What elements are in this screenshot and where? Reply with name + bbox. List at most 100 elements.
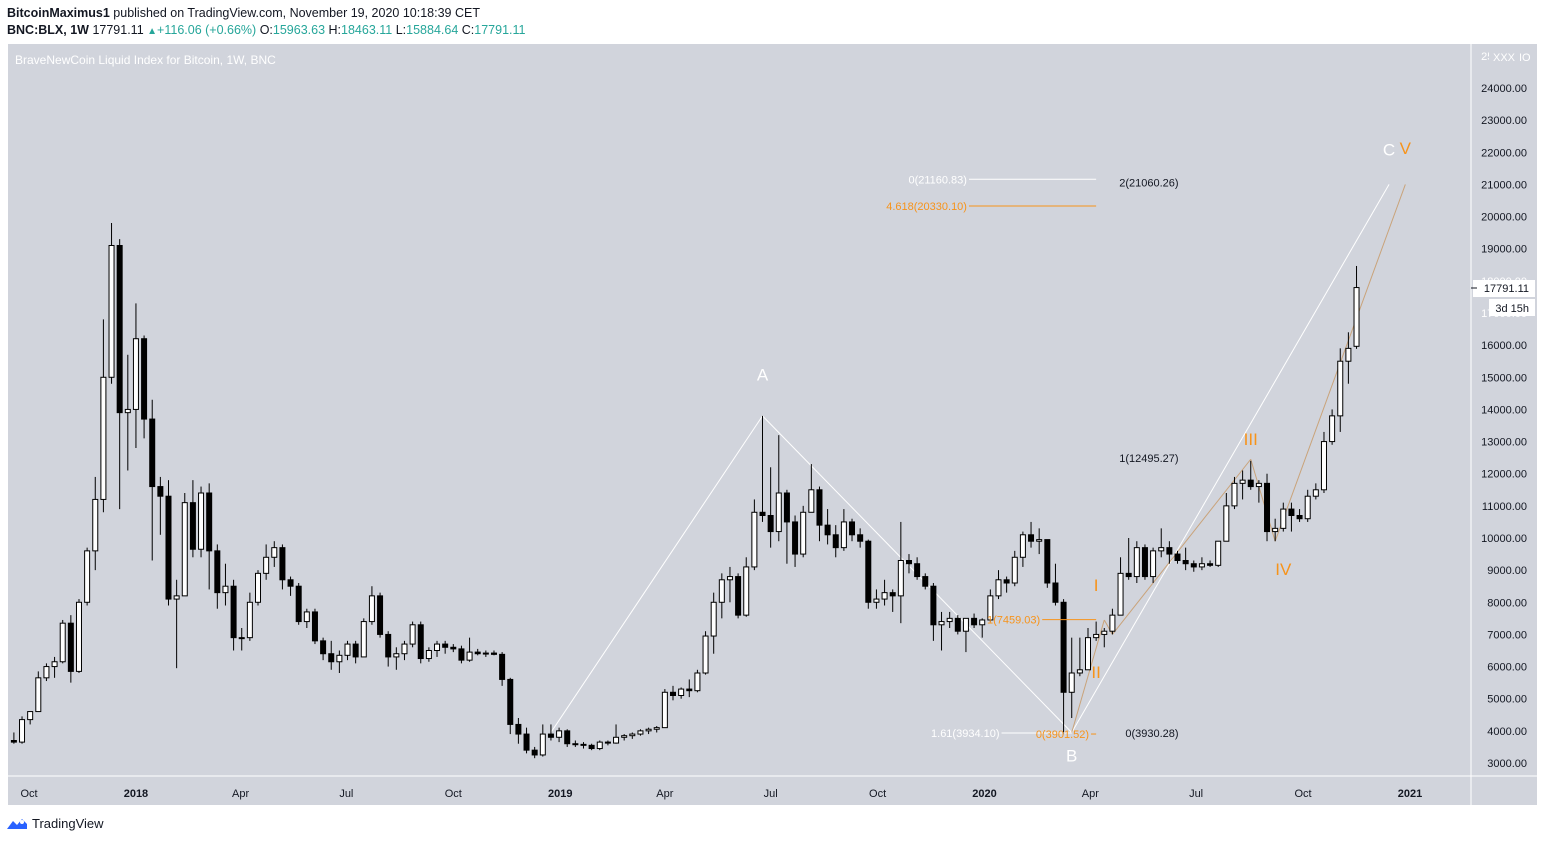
chart-title: BraveNewCoin Liquid Index for Bitcoin, 1… [15, 53, 276, 67]
candle-body [645, 728, 652, 732]
candle-body [1166, 547, 1173, 555]
candle-body [1060, 601, 1067, 693]
candle-body [824, 524, 831, 536]
candle-body [43, 666, 50, 679]
candle-body [897, 560, 904, 597]
up-triangle-icon: ▲ [147, 26, 158, 37]
candle-body [320, 640, 327, 655]
candle-body [10, 740, 17, 743]
y-tick-label: 4000.00 [1487, 726, 1527, 738]
x-tick-label: Oct [20, 788, 37, 800]
candle-body [271, 547, 278, 558]
fib-level-label: 0(3901.52) [1036, 729, 1089, 741]
high-value: 18463.11 [341, 23, 393, 37]
candles [10, 223, 1360, 759]
wave-label: IV [1275, 560, 1292, 579]
countdown-label: 3d 15h [1495, 303, 1529, 315]
candle-body [279, 547, 286, 581]
ohlc-line: BNC:BLX, 1W 17791.11 ▲+116.06 (+0.66%) O… [7, 23, 526, 37]
fib-level-label: 0(3930.28) [1125, 728, 1178, 740]
candle-body [783, 492, 790, 523]
candle-body [905, 560, 912, 565]
candle-body [92, 498, 99, 552]
candle-body [1036, 539, 1043, 542]
candle-body [417, 624, 424, 660]
fib-level-label: 0(21160.83) [908, 174, 967, 186]
candle-body [246, 601, 253, 639]
wave-label: C [1383, 141, 1395, 160]
candle-body [1264, 482, 1271, 533]
tradingview-logo-icon[interactable] [6, 817, 28, 831]
candle-body [946, 617, 953, 623]
y-tick-label: 13000.00 [1481, 437, 1527, 449]
candle-body [1280, 508, 1287, 529]
candle-body [1239, 479, 1246, 484]
y-tick-label: 15000.00 [1481, 372, 1527, 384]
candle-body [849, 521, 856, 536]
candle-body [678, 688, 685, 696]
candle-body [1117, 572, 1124, 616]
candle-body [751, 511, 758, 568]
candle-body [564, 730, 571, 745]
candle-body [1231, 482, 1238, 507]
time-axis[interactable] [8, 776, 1537, 805]
candle-body [816, 489, 823, 526]
fib-levels: 0(21160.83) 4.618(20330.10) 2(21060.26) 1(1… [886, 174, 1178, 741]
candle-body [482, 652, 489, 655]
x-tick-label: Oct [869, 788, 886, 800]
wave-line-orange [1071, 619, 1105, 733]
candle-body [1296, 515, 1303, 520]
candle-body [1093, 633, 1100, 639]
candle-body [409, 624, 416, 645]
candle-body [344, 643, 351, 656]
last-price: 17791.11 [92, 23, 144, 37]
candle-body [621, 735, 628, 738]
y-tick-label: 12000.00 [1481, 469, 1527, 481]
candle-body [1109, 614, 1116, 632]
candle-body [954, 617, 961, 632]
candle-body [515, 723, 522, 735]
candle-body [206, 492, 213, 552]
candle-body [865, 540, 872, 603]
candle-body [75, 601, 82, 672]
candle-body [889, 592, 896, 597]
author-name[interactable]: BitcoinMaximus1 [7, 6, 110, 20]
candle-body [556, 730, 563, 738]
candle-body [718, 579, 725, 603]
candle-body [881, 592, 888, 600]
candle-body [1312, 489, 1319, 497]
candle-body [507, 678, 514, 725]
candle-body [59, 622, 66, 663]
candle-body [1329, 415, 1336, 443]
wave-line-orange [1103, 619, 1113, 635]
candle-body [670, 691, 677, 696]
candle-body [181, 502, 188, 597]
y-tick-label: 23000.00 [1481, 115, 1527, 127]
candle-body [360, 621, 367, 658]
tradingview-brand[interactable]: TradingView [32, 816, 104, 831]
close-label: C: [461, 23, 475, 37]
x-tick-label: 2020 [972, 788, 996, 800]
candle-body [311, 611, 318, 642]
candle-body [971, 617, 978, 626]
candle-body [995, 579, 1002, 597]
candle-body [1133, 547, 1140, 578]
candle-body [1182, 560, 1189, 565]
candle-body [987, 595, 994, 621]
x-tick-label: Apr [232, 788, 249, 800]
candle-body [572, 743, 579, 746]
candle-body [523, 733, 530, 751]
y-tick-label: 5000.00 [1487, 694, 1527, 706]
candle-body [238, 637, 245, 640]
low-label: L: [395, 23, 407, 37]
candle-body [1198, 563, 1205, 568]
wave-line-orange [1250, 459, 1276, 542]
candle-body [84, 550, 91, 603]
candle-body [1190, 563, 1197, 568]
plot-area[interactable] [8, 44, 1471, 776]
candle-body [230, 585, 237, 639]
y-tick-label: 19000.00 [1481, 244, 1527, 256]
candle-body [51, 661, 58, 668]
price-axis[interactable] [1471, 44, 1537, 776]
